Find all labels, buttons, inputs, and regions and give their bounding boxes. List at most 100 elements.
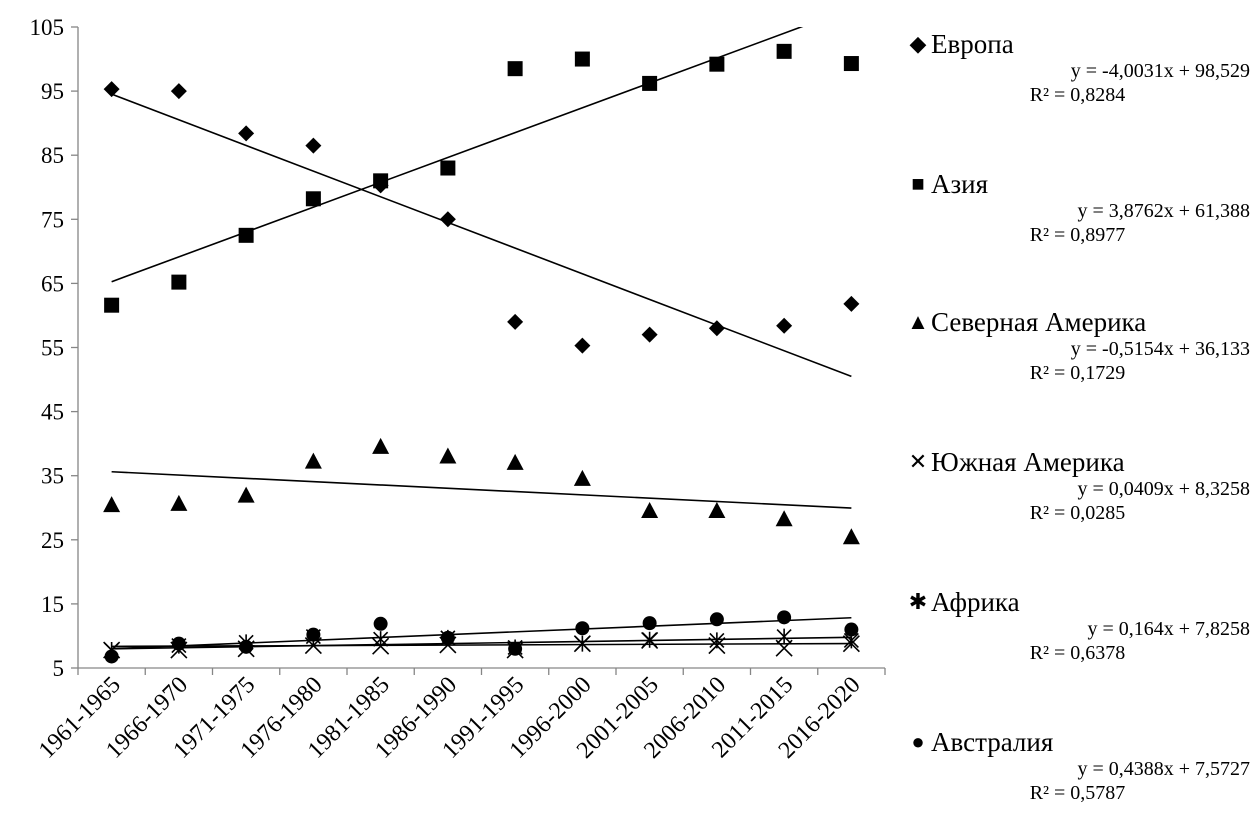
data-point (574, 635, 590, 652)
trend-equation: y = 0,164x + 7,8258 (1087, 617, 1250, 640)
data-point (304, 452, 322, 469)
data-point (843, 295, 860, 312)
trendline (111, 27, 804, 283)
data-point (641, 501, 659, 518)
data-point (709, 612, 724, 627)
circle-icon: ● (911, 728, 925, 754)
data-point (171, 636, 186, 651)
data-point (708, 501, 726, 518)
data-point (574, 51, 590, 67)
data-point (775, 510, 793, 527)
data-points (103, 43, 860, 664)
y-tick-label: 85 (41, 143, 64, 168)
legend-item: ■ Азия y = 3,8762x + 61,388 R² = 0,8977 (905, 166, 1250, 247)
legend-entry: ▲Северная Америка (905, 304, 1250, 337)
data-point (506, 453, 524, 470)
legend-label: Европа (931, 28, 1014, 59)
legend-item: ◆ Европа y = -4,0031x + 98,529 R² = 0,8284 (905, 26, 1250, 107)
data-point (776, 317, 793, 334)
y-tick-label: 65 (41, 271, 64, 296)
data-point (776, 43, 792, 59)
trendlines (111, 27, 852, 650)
data-point (709, 56, 725, 72)
legend-label: Австралия (931, 726, 1054, 757)
legend-label: Африка (931, 586, 1020, 617)
data-point (641, 326, 658, 343)
trendline (111, 616, 852, 650)
data-point (575, 621, 590, 636)
r-squared: R² = 0,5787 (1029, 781, 1126, 804)
legend-entry: ■ Азия (905, 166, 1250, 199)
square-icon: ■ (911, 170, 925, 196)
data-point (104, 649, 119, 664)
trend-equation: y = 0,4388x + 7,5727 (1077, 757, 1250, 780)
y-tick-label: 25 (41, 528, 64, 553)
y-tick-label: 75 (41, 207, 64, 232)
trend-equation: y = -0,5154x + 36,133 (1070, 337, 1250, 360)
y-tick-label: 55 (41, 336, 64, 361)
r-squared: R² = 0,6378 (1029, 641, 1126, 664)
data-point (239, 639, 254, 654)
legend-item: ● Австралия y = 0,4388x + 7,5727 R² = 0,578… (905, 724, 1250, 805)
data-point (305, 191, 321, 207)
data-point (843, 56, 859, 72)
legend-entry: ● Австралия (905, 724, 1250, 757)
y-tick-label: 105 (30, 15, 65, 40)
legend-label: Азия (931, 168, 989, 199)
data-point (238, 125, 255, 142)
data-point (304, 636, 322, 655)
data-point (777, 610, 792, 625)
data-point (642, 616, 657, 631)
trendline (111, 642, 852, 648)
data-point (642, 75, 658, 91)
data-point (170, 494, 188, 511)
data-point (842, 528, 860, 545)
data-point (439, 447, 457, 464)
data-point (574, 337, 591, 354)
trendline (111, 636, 852, 650)
x-icon: ✕ (908, 448, 928, 474)
trend-equation: y = -4,0031x + 98,529 (1070, 59, 1250, 82)
trend-equation: y = 3,8762x + 61,388 (1077, 199, 1250, 222)
legend-entry: ✕ Южная Америка (905, 444, 1250, 477)
y-tick-label: 5 (53, 656, 65, 681)
r-squared: R² = 0,8284 (1029, 83, 1126, 106)
asterisk-icon: ✱ (908, 588, 928, 614)
legend-entry: ✱ Африка (905, 584, 1250, 617)
data-point (103, 81, 120, 98)
trendline (111, 470, 852, 509)
y-tick-label: 95 (41, 79, 64, 104)
data-point (170, 83, 187, 100)
data-point (573, 469, 591, 486)
data-point (373, 631, 389, 648)
triangle-icon: ▲ (907, 308, 929, 334)
data-point (642, 631, 658, 648)
legend-item: ✕ Южная Америка y = 0,0409x + 8,3258 R² = 0… (905, 444, 1250, 525)
axes: 51525354555657585951051961-19651966-1970… (30, 15, 886, 764)
data-point (171, 274, 187, 290)
data-point (103, 496, 121, 513)
data-point (507, 61, 523, 77)
legend-item: ✱ Африка y = 0,164x + 7,8258 R² = 0,6378 (905, 584, 1250, 665)
r-squared: R² = 0,1729 (1029, 361, 1126, 384)
legend-label: Северная Америка (931, 306, 1147, 337)
data-point (372, 437, 390, 454)
diamond-icon: ◆ (909, 30, 927, 56)
data-point (306, 627, 321, 642)
y-tick-label: 45 (41, 400, 64, 425)
data-point (104, 297, 120, 313)
data-point (440, 160, 456, 176)
trend-equation: y = 0,0409x + 8,3258 (1077, 477, 1250, 500)
data-point (440, 630, 455, 645)
r-squared: R² = 0,0285 (1029, 501, 1126, 524)
r-squared: R² = 0,8977 (1029, 223, 1126, 246)
data-point (373, 616, 388, 631)
data-point (844, 622, 859, 637)
data-point (305, 137, 322, 154)
data-point (439, 211, 456, 228)
legend-item: ▲Северная Америка y = -0,5154x + 36,133 R²… (905, 304, 1250, 385)
data-point (237, 486, 255, 503)
data-point (508, 641, 523, 656)
data-point (507, 313, 524, 330)
